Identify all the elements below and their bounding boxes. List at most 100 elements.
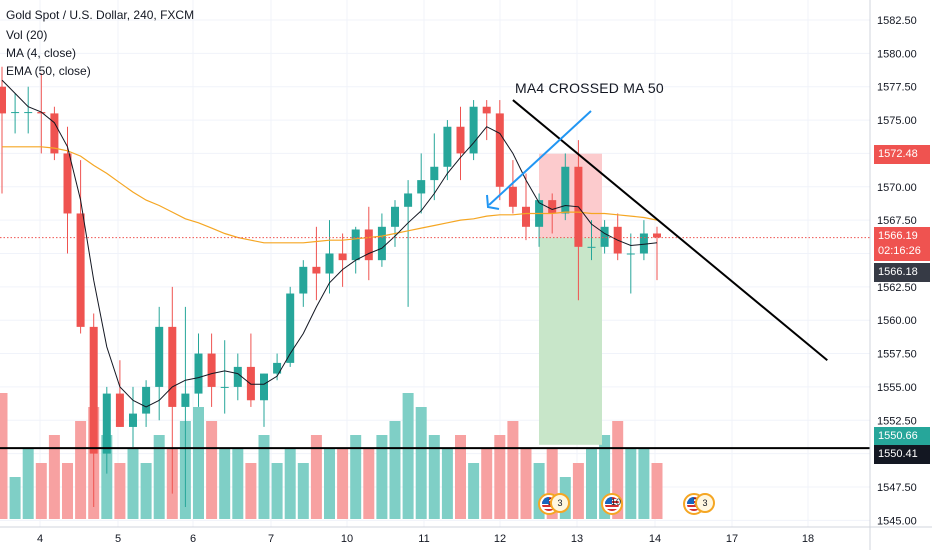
event-count: 10: [611, 497, 622, 507]
price-tick-label: 1557.50: [877, 349, 917, 361]
date-tick-label: 4: [37, 533, 43, 545]
support-line-badge: 1550.41: [874, 445, 930, 464]
candle-body: [50, 113, 59, 154]
indicator-lines: [1, 79, 658, 408]
candle-body: [220, 386, 229, 388]
candle-body: [142, 386, 151, 414]
price-tick-label: 1570.00: [877, 182, 917, 194]
volume-bar: [35, 463, 47, 519]
text-annotation[interactable]: MA4 CROSSED MA 50: [515, 80, 664, 96]
arrow-line: [488, 110, 592, 206]
volume-bar: [284, 449, 296, 519]
us-flag-canton: [687, 497, 694, 504]
ema-indicator-legend[interactable]: EMA (50, close): [6, 64, 91, 78]
candle-body: [495, 113, 504, 187]
date-tick-label: 18: [802, 533, 814, 545]
volume-bar: [62, 463, 73, 519]
volume-bar: [0, 393, 8, 519]
candle-body: [102, 393, 111, 454]
volume-bar: [494, 435, 506, 519]
candle-body: [325, 253, 334, 274]
volume-bar: [310, 435, 322, 519]
candle-body: [63, 153, 72, 214]
candle-body: [312, 266, 321, 274]
candle-body: [181, 393, 190, 407]
last-price-badge: 1566.19 02:16:26: [874, 227, 930, 261]
short-position-tool[interactable]: [539, 153, 602, 445]
volume-bar: [507, 421, 519, 519]
price-tick-label: 1555.00: [877, 382, 917, 394]
ema-50-line: [2, 146, 658, 244]
volume-indicator-legend[interactable]: Vol (20): [6, 28, 48, 42]
candle-body: [155, 326, 164, 387]
us-flag-canton: [542, 497, 549, 504]
volume-bar: [363, 449, 375, 519]
volume-bar: [75, 421, 87, 519]
volume-bar: [533, 463, 545, 519]
symbol-title: Gold Spot / U.S. Dollar, 240, FXCM: [6, 8, 195, 22]
candle-body: [561, 166, 570, 214]
candle-body: [391, 206, 399, 227]
candle-body: [299, 266, 308, 294]
date-tick-label: 7: [268, 533, 274, 545]
date-tick-label: 11: [418, 533, 429, 545]
ma-indicator-legend[interactable]: MA (4, close): [6, 46, 77, 60]
candle-body: [482, 106, 491, 114]
price-tick-label: 1567.50: [877, 215, 917, 227]
date-tick-label: 6: [190, 533, 196, 545]
volume-bar: [441, 449, 453, 519]
last-price-value: 1566.19: [878, 230, 918, 242]
time-axis[interactable]: 4 5 6 7 10 11 12 13 14 17 18: [0, 526, 932, 545]
candle-body: [377, 226, 386, 261]
volume-bar: [638, 449, 650, 519]
volume-bar: [586, 449, 597, 519]
price-axis[interactable]: 1582.501580.001577.501575.001572.501570.…: [869, 0, 917, 550]
price-tick-label: 1562.50: [877, 282, 917, 294]
volume-bar: [245, 463, 257, 519]
volume-bar: [206, 421, 218, 519]
us-flag-canton: [605, 497, 612, 504]
volume-bar: [468, 463, 480, 519]
event-flag-icon[interactable]: 10: [601, 493, 623, 515]
candle-body: [273, 362, 282, 374]
volume-bar: [324, 449, 335, 519]
volume-bar: [625, 449, 637, 519]
volume-bar: [481, 449, 493, 519]
volume-bar: [376, 435, 388, 519]
candle-body: [404, 193, 413, 207]
current-price-badge: 1566.18: [874, 263, 930, 282]
event-stacked-icon[interactable]: 3: [695, 493, 715, 513]
volume-bar: [572, 463, 584, 519]
date-tick-label: 10: [341, 533, 353, 545]
candle-body: [338, 253, 347, 261]
candle-body: [469, 106, 478, 154]
drawings[interactable]: [0, 99, 870, 450]
candle-body: [129, 413, 137, 427]
price-tick-label: 1547.50: [877, 482, 917, 494]
candle-body: [639, 233, 648, 254]
candle-body: [351, 229, 360, 261]
candle-body: [89, 326, 98, 454]
candle-body: [260, 373, 268, 401]
candle-body: [207, 353, 216, 387]
price-tick-label: 1560.00: [877, 315, 917, 327]
candle-body: [194, 353, 203, 394]
volume-bar: [127, 449, 139, 519]
price-tick-label: 1575.00: [877, 115, 917, 127]
volume-bar: [9, 477, 21, 519]
candle-body: [24, 112, 33, 114]
volume-bar: [389, 421, 401, 519]
ma-4-line: [1, 79, 658, 408]
candle-body: [76, 213, 85, 327]
volume-bar: [612, 421, 624, 519]
candle-body: [168, 326, 177, 407]
volume-bar: [651, 463, 663, 519]
volume-bar: [428, 435, 440, 519]
event-stacked-icon[interactable]: 3: [550, 493, 570, 513]
volume-bar: [520, 449, 532, 519]
price-tick-label: 1545.00: [877, 515, 917, 527]
price-tick-label: 1582.50: [877, 15, 917, 27]
date-tick-label: 12: [494, 533, 506, 545]
candle-body: [430, 166, 439, 181]
